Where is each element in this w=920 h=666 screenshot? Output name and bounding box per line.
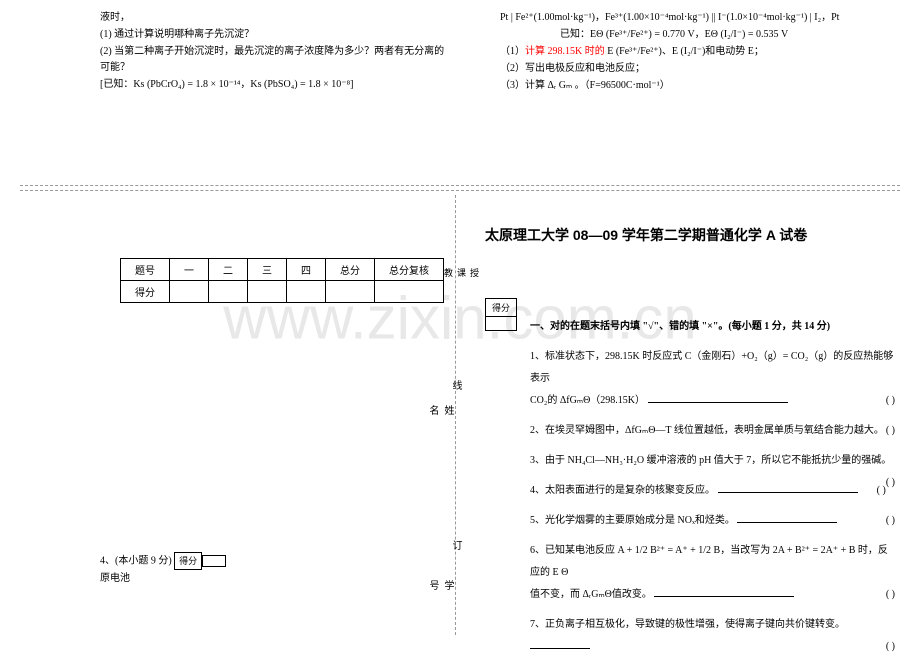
vt-name: 姓名 [425, 405, 455, 415]
st-h-total: 总分 [326, 259, 375, 281]
score-r-empty [486, 317, 517, 331]
tl-l3: (2) 当第二种离子开始沉淀时，最先沉淀的离子浓度降为多少？两者有无分离的可能？ [100, 44, 450, 76]
rq6b-text: 值不变，而 ΔᵣGₘΘ值改变。 [530, 589, 652, 600]
rq2-paren: ( ) [886, 420, 895, 442]
st-s3 [248, 281, 287, 303]
st-s4 [287, 281, 326, 303]
score-r-label: 得分 [486, 299, 517, 317]
rq1b-line: CO₂的 ΔfGₘΘ（298.15K） ( ) [530, 390, 895, 412]
rq1: 1、标准状态下，298.15K 时反应式 C（金刚石）+O₂（g）= CO₂（g… [530, 346, 895, 412]
rq1-fill [648, 393, 788, 403]
vt-xuehao: 学号 [425, 580, 455, 590]
q4-score-label: 得分 [174, 552, 202, 570]
st-h-3: 三 [248, 259, 287, 281]
q4-block: 4、(本小题 9 分) 得分 原电池 [100, 552, 226, 588]
rq2-text: 2、在埃灵罕姆图中，ΔfGₘΘ—T 线位置越低，表明金属单质与氧结合能力越大。 [530, 425, 884, 436]
divider-dash-2 [20, 190, 900, 191]
st-h-2: 二 [209, 259, 248, 281]
heading-r: 一、对的在题末括号内填 "√"、错的填 "×"。(每小题 1 分，共 14 分) [530, 316, 895, 338]
vt-line: 线 [448, 380, 463, 390]
tr-l5: （3）计算 Δᵣ Gₘ 。（F=96500C·mol⁻¹） [500, 78, 880, 94]
rq1-text: 1、标准状态下，298.15K 时反应式 C（金刚石）+O₂（g）= CO₂（g… [530, 351, 893, 384]
rq6b-line: 值不变，而 ΔᵣGₘΘ值改变。 ( ) [530, 584, 895, 606]
rq6-text: 6、已知某电池反应 A + 1/2 B²⁺ = A⁺ + 1/2 B，当改写为 … [530, 545, 888, 578]
vt-ding: 订 [448, 540, 463, 550]
st-s1 [170, 281, 209, 303]
rq4-paren: ( ) [877, 480, 886, 502]
rq7-fill [530, 639, 590, 649]
rq7: 7、正负离子相互极化，导致键的极性增强，使得离子键向共价键转变。 ( ) [530, 614, 895, 658]
top-left-block: 液时， (1) 通过计算说明哪种离子先沉淀？ (2) 当第二种离子开始沉淀时，最… [100, 10, 450, 94]
tr-l3: （1）计算 298.15K 时的 E (Fe³⁺/Fe²⁺)、E (I₂/I⁻)… [500, 44, 880, 60]
tl-l1: 液时， [100, 10, 450, 26]
top-right-block: Pt | Fe²⁺(1.00mol·kg⁻¹)，Fe³⁺(1.00×10⁻⁴mo… [500, 10, 880, 95]
tr-l4: （2）写出电极反应和电池反应； [500, 61, 880, 77]
q4-text: 原电池 [100, 571, 226, 587]
divider-dash-1 [20, 185, 900, 186]
exam-title: 太原理工大学 08—09 学年第二学期普通化学 A 试卷 [485, 225, 807, 245]
rq1-paren: ( ) [886, 390, 895, 412]
tr-l3a: （1） [500, 46, 525, 57]
tr-l2: 已知：EΘ (Fe³⁺/Fe²⁺) = 0.770 V，EΘ (I₂/I⁻) =… [500, 27, 880, 43]
st-s2 [209, 281, 248, 303]
st-h-1: 一 [170, 259, 209, 281]
rq2: 2、在埃灵罕姆图中，ΔfGₘΘ—T 线位置越低，表明金属单质与氧结合能力越大。 … [530, 420, 895, 442]
st-scheck [375, 281, 444, 303]
binding-dash [455, 195, 456, 635]
rq6-fill [654, 587, 794, 597]
tl-l4: [已知：Ks (PbCrO₄) = 1.8 × 10⁻¹⁴，Ks (PbSO₄)… [100, 77, 450, 93]
rq5-text: 5、光化学烟雾的主要原始成分是 NOₓ和烃类。 [530, 515, 735, 526]
vt-jiao: 授课教 [442, 268, 481, 277]
tr-l3c: E (Fe³⁺/Fe²⁺)、E (I₂/I⁻)和电动势 E； [605, 46, 764, 57]
rq3-text: 3、由于 NH₄Cl—NH₃·H₂O 缓冲溶液的 pH 值大于 7，所以它不能抵… [530, 455, 891, 466]
score-box-right: 得分 [485, 298, 517, 331]
st-h-num: 题号 [121, 259, 170, 281]
q4-label: 4、(本小题 9 分) [100, 556, 172, 567]
q4-score-box [202, 555, 226, 567]
rq7-paren: ( ) [886, 636, 895, 658]
rq5-paren: ( ) [886, 510, 895, 532]
rq7-text: 7、正负离子相互极化，导致键的极性增强，使得离子键向共价键转变。 [530, 619, 845, 630]
st-h-4: 四 [287, 259, 326, 281]
rq4-text: 4、太阳表面进行的是复杂的核聚变反应。 [530, 485, 715, 496]
q4-label-line: 4、(本小题 9 分) 得分 [100, 552, 226, 570]
rq6-paren: ( ) [886, 584, 895, 606]
right-questions: 一、对的在题末括号内填 "√"、错的填 "×"。(每小题 1 分，共 14 分)… [530, 316, 895, 666]
rq4-fill [718, 483, 858, 493]
score-table: 题号 一 二 三 四 总分 总分复核 得分 [120, 258, 444, 303]
tr-l1: Pt | Fe²⁺(1.00mol·kg⁻¹)，Fe³⁺(1.00×10⁻⁴mo… [500, 10, 880, 26]
rq3: 3、由于 NH₄Cl—NH₃·H₂O 缓冲溶液的 pH 值大于 7，所以它不能抵… [530, 450, 895, 472]
st-h-check: 总分复核 [375, 259, 444, 281]
tl-l2: (1) 通过计算说明哪种离子先沉淀？ [100, 27, 450, 43]
rq4: 4、太阳表面进行的是复杂的核聚变反应。 ( ) [530, 480, 895, 502]
rq5: 5、光化学烟雾的主要原始成分是 NOₓ和烃类。 ( ) [530, 510, 895, 532]
rq6: 6、已知某电池反应 A + 1/2 B²⁺ = A⁺ + 1/2 B，当改写为 … [530, 540, 895, 606]
rq1b-text: CO₂的 ΔfGₘΘ（298.15K） [530, 395, 645, 406]
st-score-label: 得分 [121, 281, 170, 303]
rq5-fill [737, 513, 837, 523]
st-stotal [326, 281, 375, 303]
tr-l3-red: 计算 298.15K 时的 [525, 46, 605, 57]
rq3-paren: ( ) [886, 472, 895, 494]
